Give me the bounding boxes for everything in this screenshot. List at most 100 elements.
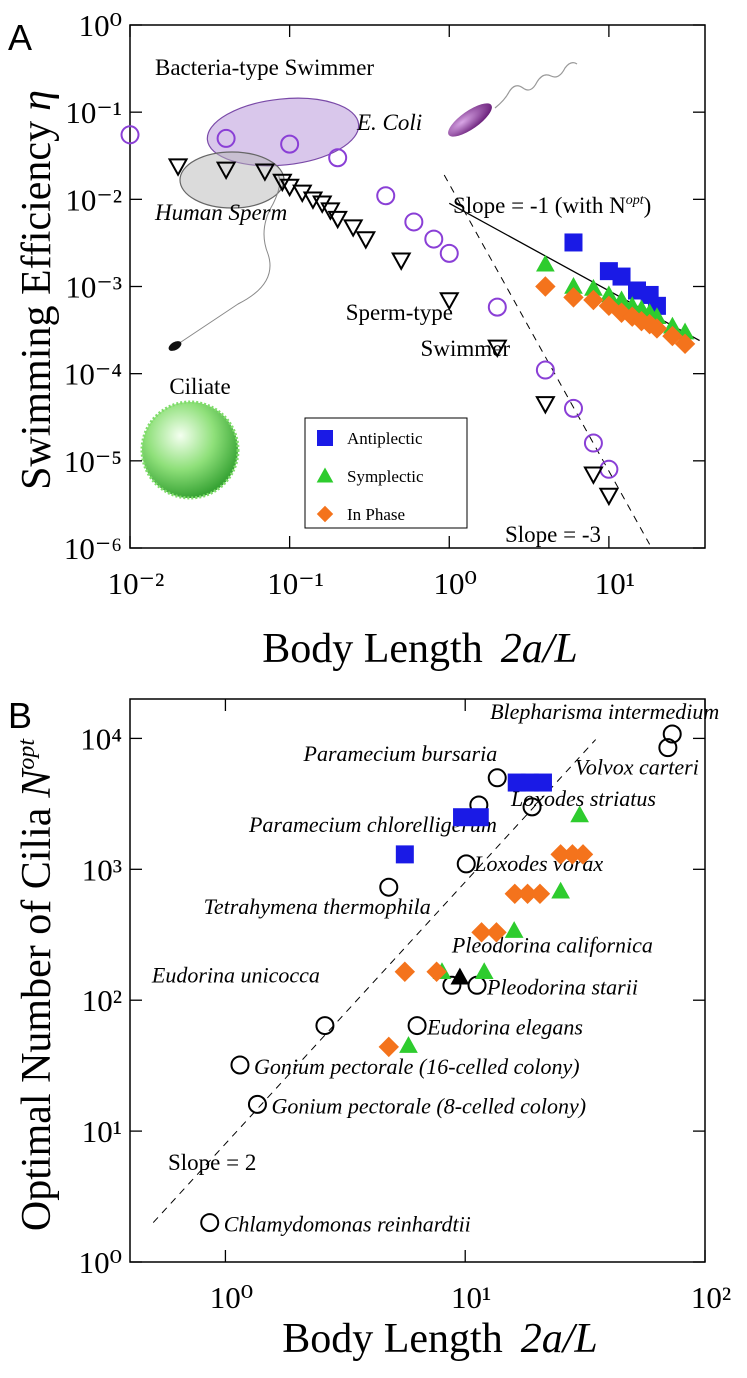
marker xyxy=(487,339,508,358)
marker xyxy=(572,844,594,865)
marker xyxy=(120,125,140,145)
annotation: Bacteria-type Swimmer xyxy=(155,55,374,80)
x-axis-title: Body Length 2a/L xyxy=(262,626,578,672)
x-tick-label: 10⁻¹ xyxy=(267,566,324,601)
marker xyxy=(471,922,492,943)
marker xyxy=(535,360,555,380)
point-label: Blepharisma intermedium xyxy=(490,699,719,724)
marker xyxy=(439,243,459,263)
marker xyxy=(529,883,551,904)
marker xyxy=(486,922,507,943)
point-label: Gonium pectorale (8-celled colony) xyxy=(271,1093,586,1118)
legend-label: Antiplectic xyxy=(347,429,423,448)
y-tick-label: 10⁰ xyxy=(79,1245,122,1280)
annotation: Human Sperm xyxy=(154,200,287,225)
y-axis-title-symbol: η xyxy=(14,90,60,111)
marker xyxy=(536,254,555,272)
sperm-cartoon xyxy=(168,341,182,351)
marker xyxy=(533,773,552,792)
x-axis-title-text: Body Length xyxy=(262,626,482,672)
y-tick-label: 10⁻⁴ xyxy=(64,357,122,392)
marker xyxy=(522,797,542,817)
marker xyxy=(487,297,507,317)
marker xyxy=(583,433,603,453)
sperm-tail xyxy=(177,173,281,345)
legend-label: In Phase xyxy=(347,505,405,524)
plot-frame xyxy=(129,698,706,1263)
point-label: Volvox carteri xyxy=(575,755,699,780)
marker xyxy=(487,768,507,788)
marker xyxy=(302,191,324,210)
marker xyxy=(328,148,348,168)
marker xyxy=(272,173,293,193)
x-axis-title-math: 2a/L xyxy=(501,626,578,672)
marker xyxy=(426,961,447,982)
annotation: Sperm-type xyxy=(346,300,453,325)
annotation: Ciliate xyxy=(169,374,230,399)
marker xyxy=(551,881,570,899)
marker xyxy=(230,1055,250,1075)
marker xyxy=(612,267,631,286)
marker xyxy=(563,287,584,308)
marker xyxy=(167,158,189,177)
marker xyxy=(404,212,424,232)
y-axis-title-sup: opt xyxy=(14,738,40,770)
marker xyxy=(342,219,364,238)
point-label: Eudorina elegans xyxy=(426,1015,583,1040)
ecoli-region xyxy=(206,97,360,167)
marker xyxy=(662,724,682,744)
flagellum xyxy=(494,62,578,109)
marker xyxy=(599,459,619,479)
legend-marker xyxy=(316,467,334,483)
y-axis-title-symbol: N xyxy=(14,768,60,799)
marker xyxy=(442,975,462,995)
marker xyxy=(391,252,412,271)
marker xyxy=(598,487,620,507)
marker xyxy=(453,808,472,827)
y-axis-title-text: Optimal Number of Cilia xyxy=(14,807,60,1231)
annotation-text: ) xyxy=(644,193,652,218)
y-tick-label: 10⁻² xyxy=(65,182,122,217)
marker xyxy=(563,398,583,418)
x-axis-title-text: Body Length xyxy=(282,1316,502,1362)
annotation-sup: opt xyxy=(626,193,645,208)
marker xyxy=(674,333,696,355)
point-label: Chlamydomonas reinhardtii xyxy=(224,1212,471,1237)
x-tick-label: 10⁰ xyxy=(210,1280,253,1315)
point-label: Paramecium bursaria xyxy=(303,741,498,766)
y-tick-label: 10² xyxy=(82,983,122,1018)
marker xyxy=(215,161,237,181)
marker xyxy=(474,962,494,980)
marker xyxy=(327,210,348,230)
marker xyxy=(394,961,416,982)
y-tick-label: 10¹ xyxy=(82,1114,122,1149)
marker xyxy=(376,186,396,206)
panel-label: A xyxy=(8,17,32,58)
marker xyxy=(280,134,300,154)
marker xyxy=(646,318,668,339)
x-axis-title: Body Length 2a/L xyxy=(282,1316,598,1362)
point-label: Gonium pectorale (16-celled colony) xyxy=(254,1054,580,1079)
marker xyxy=(535,396,556,415)
marker xyxy=(407,1016,427,1036)
y-tick-label: 10⁻⁶ xyxy=(64,531,122,566)
y-axis-title: Optimal Number of Cilia Nopt xyxy=(14,738,60,1231)
y-tick-label: 10⁰ xyxy=(79,8,122,43)
marker xyxy=(424,229,444,249)
point-label: Tetrahymena thermophila xyxy=(204,894,431,919)
x-tick-label: 10² xyxy=(691,1280,731,1315)
annotation-text: Slope = -1 (with N xyxy=(453,193,626,218)
marker xyxy=(355,231,376,250)
trend-line xyxy=(443,174,651,545)
ciliate-cartoon xyxy=(140,400,240,500)
marker xyxy=(200,1213,220,1233)
marker xyxy=(395,845,414,864)
y-tick-label: 10³ xyxy=(82,852,122,887)
y-tick-label: 10⁴ xyxy=(80,721,122,756)
marker xyxy=(456,854,476,874)
marker xyxy=(378,1036,399,1058)
marker xyxy=(662,325,683,347)
point-label: Pleodorina starii xyxy=(486,974,638,999)
y-tick-label: 10⁻⁵ xyxy=(64,444,122,479)
